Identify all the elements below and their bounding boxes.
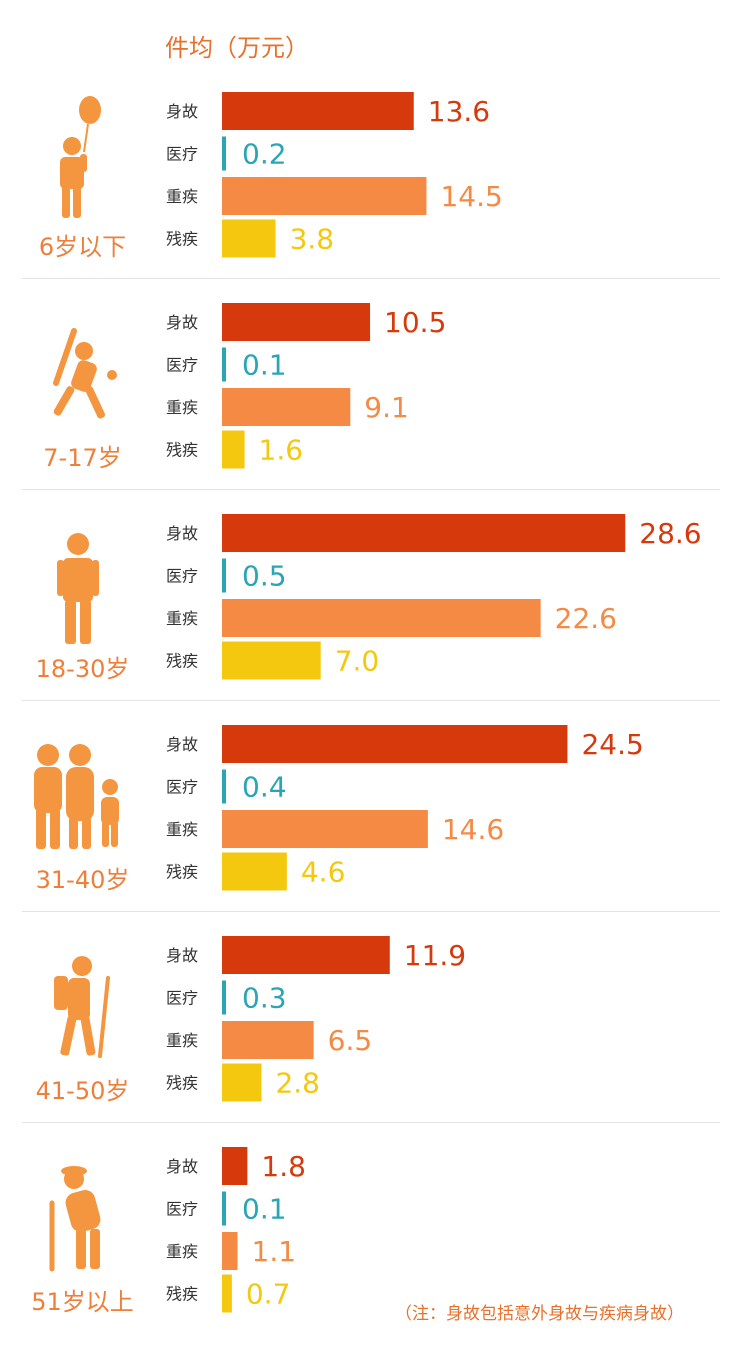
- value-label-disability: 4.6: [301, 856, 346, 889]
- bar-disability: [222, 852, 287, 891]
- elderly-cane-icon: [49, 1166, 101, 1272]
- value-label-disability: 2.8: [275, 1067, 320, 1100]
- value-label-disability: 0.7: [246, 1278, 291, 1311]
- category-label-death: 身故: [166, 1157, 198, 1176]
- category-label-death: 身故: [166, 735, 198, 754]
- baseball-player-icon: [53, 328, 117, 419]
- value-label-medical: 0.5: [242, 560, 287, 593]
- value-label-critical: 22.6: [555, 602, 617, 635]
- age-group-3: 身故 28.6 医疗 0.5 重疾 22.6 残疾 7.0: [57, 514, 702, 680]
- category-label-disability: 残疾: [166, 1285, 198, 1304]
- age-label: 41-50岁: [35, 1077, 130, 1105]
- value-label-death: 10.5: [384, 306, 446, 339]
- bar-medical: [222, 558, 226, 593]
- bar-disability: [222, 219, 276, 258]
- value-label-medical: 0.1: [242, 1193, 287, 1226]
- bar-death: [222, 725, 568, 763]
- category-label-critical: 重疾: [166, 398, 198, 417]
- category-label-death: 身故: [166, 946, 198, 965]
- bar-medical: [222, 980, 226, 1015]
- value-label-disability: 1.6: [259, 434, 304, 467]
- category-label-death: 身故: [166, 524, 198, 543]
- value-label-death: 11.9: [404, 939, 466, 972]
- group-divider: [22, 278, 720, 279]
- category-label-medical: 医疗: [166, 567, 198, 586]
- bar-critical: [222, 388, 351, 426]
- category-label-disability: 残疾: [166, 863, 198, 882]
- hiker-icon: [54, 956, 110, 1058]
- age-label: 51岁以上: [31, 1288, 134, 1316]
- value-label-death: 1.8: [261, 1150, 306, 1183]
- age-label: 31-40岁: [35, 866, 130, 894]
- businessman-icon: [57, 533, 99, 644]
- category-label-medical: 医疗: [166, 1200, 198, 1219]
- category-label-medical: 医疗: [166, 778, 198, 797]
- value-label-critical: 14.5: [440, 180, 502, 213]
- value-label-medical: 0.4: [242, 771, 287, 804]
- bar-disability: [222, 430, 245, 469]
- bar-medical: [222, 136, 226, 171]
- category-label-critical: 重疾: [166, 609, 198, 628]
- family-icon: [34, 744, 119, 849]
- category-label-medical: 医疗: [166, 145, 198, 164]
- bar-medical: [222, 769, 226, 804]
- value-label-medical: 0.3: [242, 982, 287, 1015]
- bar-death: [222, 92, 414, 130]
- bar-critical: [222, 599, 541, 637]
- age-group-4: 身故 24.5 医疗 0.4 重疾 14.6 残疾 4.6: [34, 725, 644, 891]
- age-group-6: 身故 1.8 医疗 0.1 重疾 1.1 残疾 0.7: [49, 1147, 306, 1313]
- value-label-death: 24.5: [581, 728, 643, 761]
- bar-death: [222, 936, 390, 974]
- bar-death: [222, 514, 626, 552]
- category-label-disability: 残疾: [166, 1074, 198, 1093]
- value-label-death: 13.6: [428, 95, 490, 128]
- category-label-disability: 残疾: [166, 441, 198, 460]
- age-group-1: 身故 13.6 医疗 0.2 重疾 14.5 残疾 3.8: [60, 92, 503, 258]
- category-label-disability: 残疾: [166, 652, 198, 671]
- category-label-medical: 医疗: [166, 989, 198, 1008]
- value-label-disability: 7.0: [335, 645, 380, 678]
- value-label-critical: 14.6: [442, 813, 504, 846]
- group-divider: [22, 911, 720, 912]
- group-divider: [22, 1122, 720, 1123]
- category-label-critical: 重疾: [166, 1242, 198, 1261]
- category-label-critical: 重疾: [166, 1031, 198, 1050]
- bar-critical: [222, 177, 427, 215]
- value-label-death: 28.6: [639, 517, 701, 550]
- category-label-death: 身故: [166, 313, 198, 332]
- value-label-medical: 0.2: [242, 138, 287, 171]
- age-label: 18-30岁: [35, 655, 130, 683]
- group-divider: [22, 489, 720, 490]
- category-label-critical: 重疾: [166, 820, 198, 839]
- footnote: （注：身故包括意外身故与疾病身故）: [395, 1304, 684, 1324]
- bar-disability: [222, 1274, 232, 1313]
- bar-death: [222, 1147, 248, 1185]
- value-label-medical: 0.1: [242, 349, 287, 382]
- category-label-death: 身故: [166, 102, 198, 121]
- value-label-critical: 6.5: [328, 1024, 373, 1057]
- bar-disability: [222, 1063, 262, 1102]
- age-label: 7-17岁: [43, 444, 122, 472]
- value-label-critical: 1.1: [252, 1235, 297, 1268]
- group-divider: [22, 700, 720, 701]
- value-label-critical: 9.1: [364, 391, 409, 424]
- age-group-5: 身故 11.9 医疗 0.3 重疾 6.5 残疾 2.8: [54, 936, 466, 1102]
- category-label-critical: 重疾: [166, 187, 198, 206]
- bar-critical: [222, 810, 428, 848]
- value-label-disability: 3.8: [290, 223, 335, 256]
- category-label-disability: 残疾: [166, 230, 198, 249]
- bar-death: [222, 303, 371, 341]
- category-label-medical: 医疗: [166, 356, 198, 375]
- age-label: 6岁以下: [38, 233, 127, 261]
- age-group-2: 身故 10.5 医疗 0.1 重疾 9.1 残疾 1.6: [53, 303, 446, 469]
- bar-disability: [222, 641, 321, 680]
- bar-critical: [222, 1021, 314, 1059]
- bar-medical: [222, 1191, 226, 1226]
- unit-title: 件均（万元）: [165, 34, 309, 62]
- bar-medical: [222, 347, 226, 382]
- balloon-child-icon: [60, 96, 101, 218]
- bar-critical: [222, 1232, 238, 1270]
